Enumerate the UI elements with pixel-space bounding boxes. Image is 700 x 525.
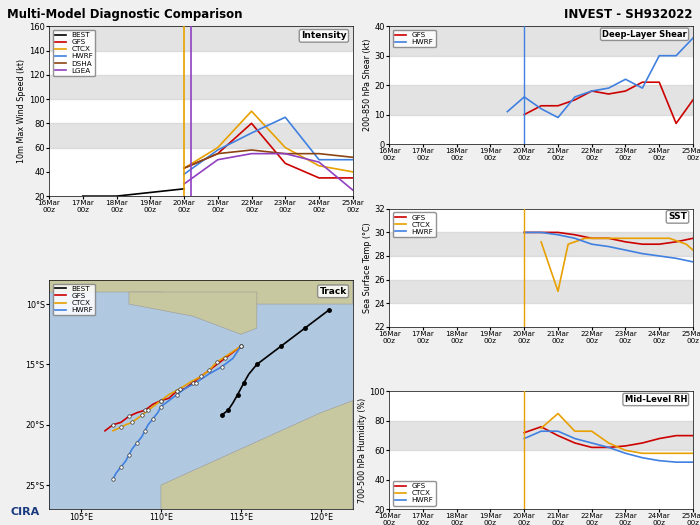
- Bar: [389, 421, 693, 450]
- Y-axis label: Sea Surface Temp (°C): Sea Surface Temp (°C): [363, 223, 372, 313]
- Bar: [49, 123, 353, 148]
- Text: SST: SST: [668, 213, 687, 222]
- Y-axis label: 200-850 hPa Shear (kt): 200-850 hPa Shear (kt): [363, 39, 372, 131]
- Bar: [389, 85, 693, 114]
- Legend: BEST, GFS, CTCX, HWRF, DSHA, LGEA: BEST, GFS, CTCX, HWRF, DSHA, LGEA: [52, 30, 95, 76]
- Bar: [389, 233, 693, 256]
- Bar: [49, 26, 353, 50]
- Bar: [49, 75, 353, 99]
- Y-axis label: 10m Max Wind Speed (kt): 10m Max Wind Speed (kt): [18, 59, 26, 163]
- Text: Deep-Layer Shear: Deep-Layer Shear: [602, 30, 687, 39]
- Y-axis label: 700-500 hPa Humidity (%): 700-500 hPa Humidity (%): [358, 398, 367, 503]
- Text: Track: Track: [319, 287, 346, 296]
- Text: INVEST - SH932022: INVEST - SH932022: [564, 8, 693, 21]
- Legend: GFS, CTCX, HWRF: GFS, CTCX, HWRF: [393, 213, 435, 237]
- Text: Mid-Level RH: Mid-Level RH: [624, 395, 687, 404]
- Bar: [389, 279, 693, 303]
- Legend: BEST, GFS, CTCX, HWRF: BEST, GFS, CTCX, HWRF: [52, 284, 95, 316]
- Legend: GFS, HWRF: GFS, HWRF: [393, 30, 435, 47]
- Text: Intensity: Intensity: [301, 32, 346, 40]
- Text: CIRA: CIRA: [10, 507, 40, 517]
- Legend: GFS, CTCX, HWRF: GFS, CTCX, HWRF: [393, 481, 435, 506]
- Text: Multi-Model Diagnostic Comparison: Multi-Model Diagnostic Comparison: [7, 8, 242, 21]
- Bar: [389, 26, 693, 56]
